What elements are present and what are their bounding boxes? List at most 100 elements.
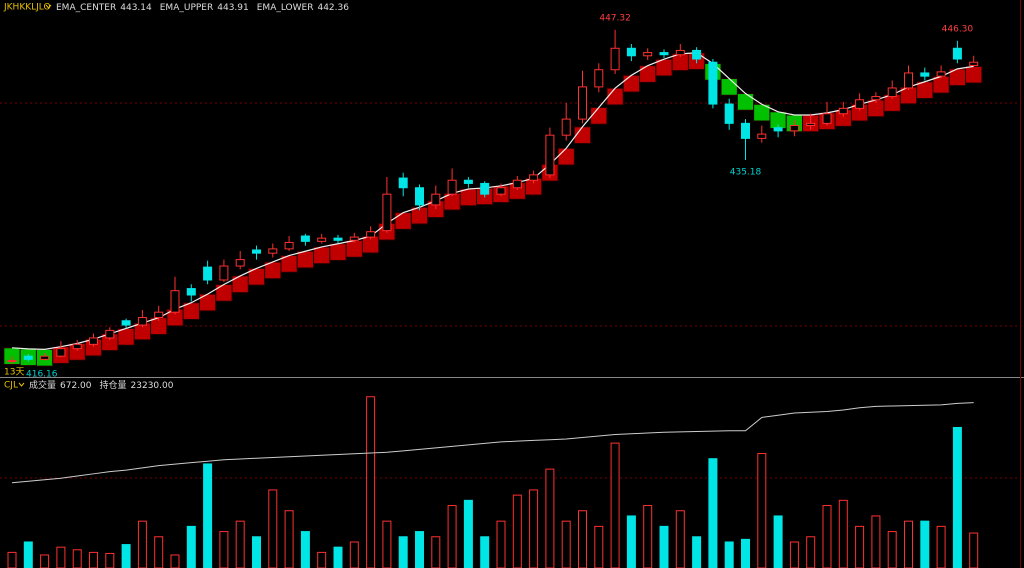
volume-bar [806,536,816,568]
candle-body [56,348,66,357]
volume-bar [724,541,734,568]
candle-body [529,174,539,181]
ema-band [557,147,575,166]
volume-bar [154,536,164,568]
candle-body [366,231,376,238]
candle-body [920,72,930,77]
candle-body [219,265,229,281]
candle-body [741,122,750,139]
volume-bar [578,510,587,568]
volume-bar [838,499,848,568]
volume-bar [610,442,620,568]
candle-body [23,355,33,360]
volume-bar [952,426,962,568]
open-interest-line [11,402,974,484]
candle-body [170,290,180,313]
volume-bar [170,554,180,568]
volume-bar [904,520,913,568]
candle-body [610,47,620,71]
ema-band [965,65,983,84]
candle-body [708,61,718,105]
candle-body [415,187,424,206]
volume-bar [300,531,310,568]
ema-band [345,240,363,258]
candle-body [333,237,343,241]
legend-value: 672.00 [60,381,92,391]
volume-bar [643,505,653,568]
volume-bar [219,531,229,568]
volume-bar [382,520,392,568]
volume-bar [936,525,946,568]
dropdown-icon[interactable] [45,4,52,9]
candle-body [561,118,571,136]
ema-band [916,81,934,99]
volume-bar [463,499,473,568]
ema-band [459,188,478,207]
volume-bar [121,544,131,568]
price-annotation: 447.32 [599,13,631,23]
volume-bar [757,452,767,568]
volume-bar [284,510,294,568]
candle-body [89,337,98,345]
ema-band [313,246,331,265]
ema-band [117,327,135,346]
volume-bar [137,520,147,568]
legend-value: 442.36 [317,3,349,13]
legend-value: 23230.00 [131,381,174,391]
candle-body [969,61,979,66]
volume-bar [431,536,441,568]
volume-bar [252,536,261,568]
candle-body [480,182,490,195]
ema-band [606,87,624,106]
period-label: 13天 [4,368,24,378]
volume-bar [235,520,245,568]
candle-body [594,69,604,88]
volume-bar [855,525,865,568]
price-annotation: 416.16 [26,370,58,380]
candle-body [855,99,865,109]
candle-body [235,259,245,267]
candle-body [252,249,261,254]
volume-bar [366,396,376,568]
volume-bar [56,546,66,568]
volume-bar [268,489,278,568]
candle-body [284,241,294,250]
candle-body [578,86,587,120]
volume-bar [203,463,213,568]
volume-bar [40,554,50,568]
volume-bar [447,505,457,568]
candle-body [773,127,783,132]
volume-bar [317,551,327,568]
candle-body [137,317,147,326]
candle-body [545,134,555,176]
price-annotation: 446.30 [942,24,974,34]
volume-bar [333,546,343,568]
ema-band [296,250,315,269]
candle-body [382,193,392,232]
symbol[interactable]: JKHKKLJLO [3,3,51,13]
candle-body [203,266,213,281]
candle-body [871,96,881,101]
volume-bar [822,505,832,568]
volume-bar [23,541,33,568]
volume-bar [496,520,506,568]
candle-body [936,71,946,77]
indicator-legend: EMA_CENTER 443.14 EMA_UPPER 443.91 EMA_LOWER… [56,3,349,13]
sub-chart-name[interactable]: CJL [4,381,18,391]
volume-bar [708,458,718,568]
dropdown-icon[interactable] [18,382,25,387]
ema-band [736,93,755,111]
legend-name: EMA_LOWER [257,3,314,13]
volume-bar [675,510,685,568]
legend-name: 持仓量 [100,379,127,391]
candle-body [626,47,636,57]
candle-body [72,343,82,350]
candle-body [887,87,897,98]
ema-band [639,65,657,83]
volume-bar [89,551,98,568]
volume-bar [398,536,408,568]
candle-body [300,235,310,242]
volume-bar [349,541,359,568]
volume-bar [692,536,702,568]
volume-bar [529,489,539,568]
